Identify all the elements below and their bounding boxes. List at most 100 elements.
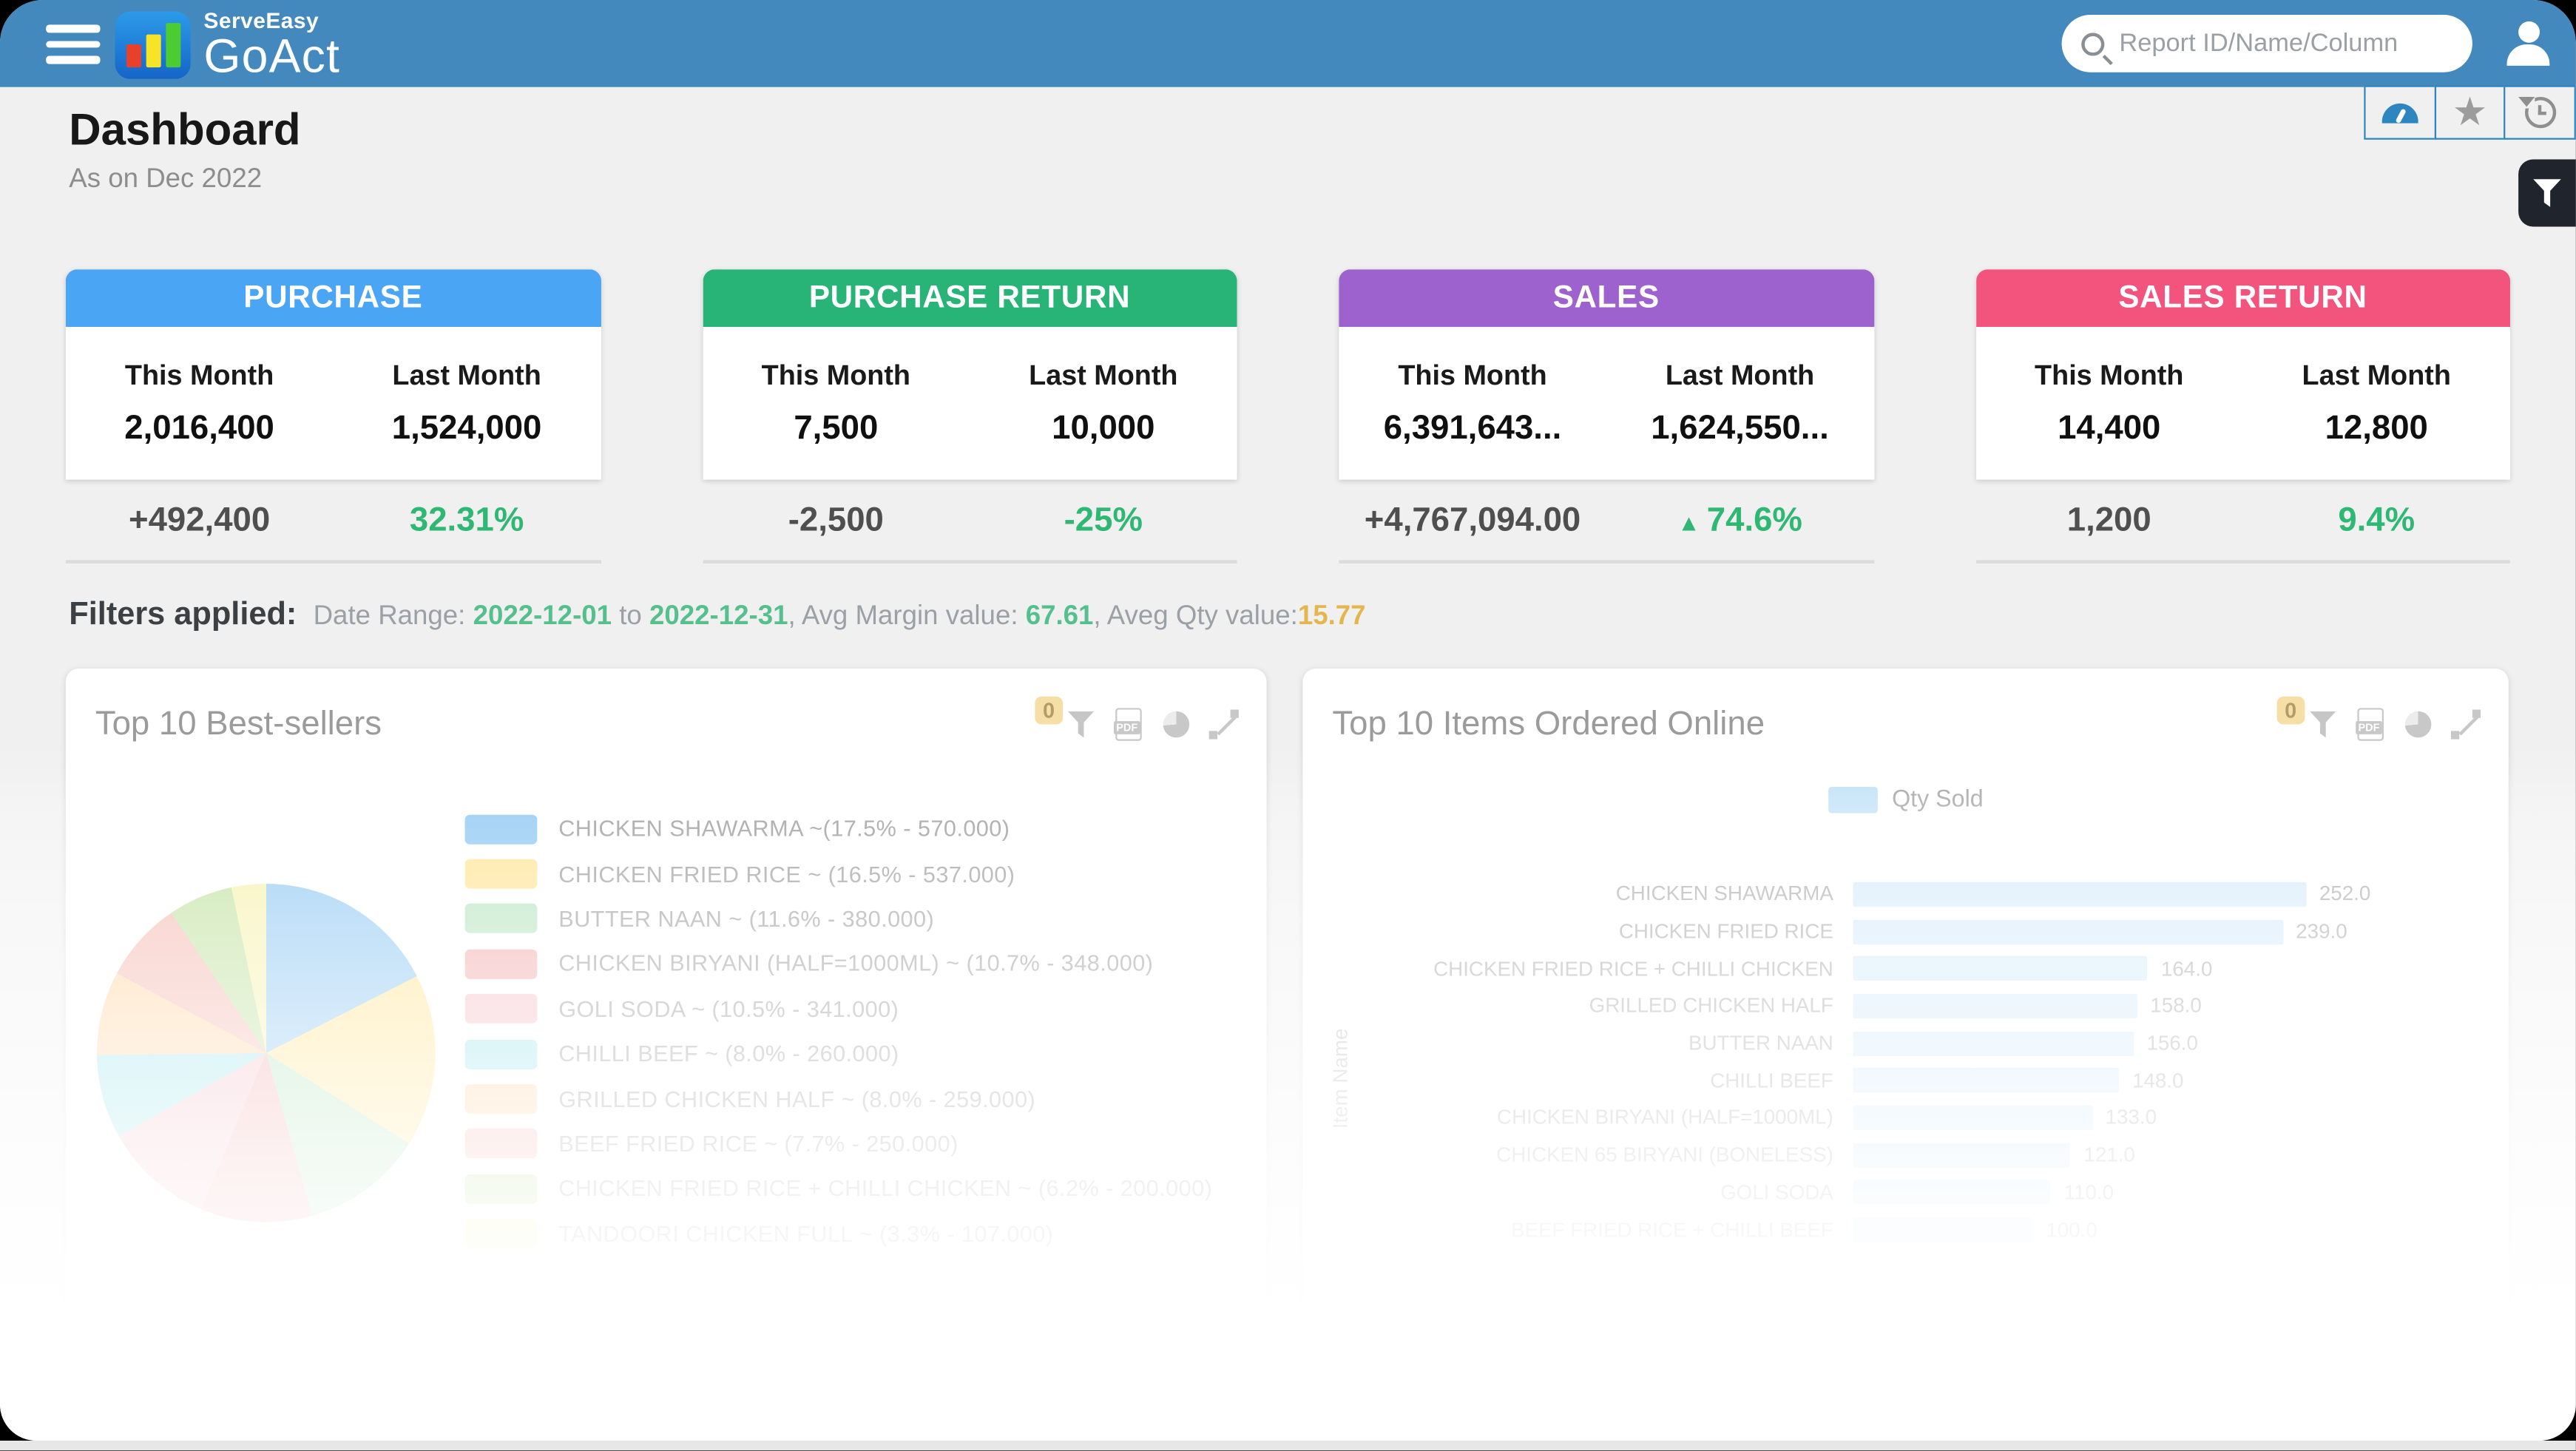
pie-legend-item[interactable]: CHICKEN FRIED RICE + CHILLI CHICKEN ~ (6… — [464, 1166, 1213, 1211]
legend-label: Qty Sold — [1892, 786, 1984, 814]
bar — [1853, 1068, 2120, 1093]
pie-toggle-icon[interactable] — [2404, 711, 2432, 738]
pie-legend-item[interactable]: TANDOORI CHICKEN FULL ~ (3.3% - 107.000) — [464, 1211, 1213, 1256]
legend-label: CHICKEN FRIED RICE ~ (16.5% - 537.000) — [558, 862, 1015, 887]
pie-legend-item[interactable]: CHICKEN SHAWARMA ~(17.5% - 570.000) — [464, 807, 1213, 852]
bar-category-label: CHICKEN BIRYANI (HALF=1000ML) — [1496, 1106, 1833, 1130]
bar-row: CHICKEN FRIED RICE + CHILLI CHICKEN 164.… — [1302, 950, 2508, 987]
panel-filter-icon[interactable] — [2310, 711, 2336, 738]
bar-category-label: CHILLI BEEF — [1710, 1069, 1833, 1092]
brand-logo: ServeEasy GoAct — [115, 10, 340, 81]
bar-chart-legend[interactable]: Qty Sold — [1302, 786, 2508, 814]
history-icon — [2517, 93, 2556, 129]
best-sellers-pie-chart — [97, 884, 436, 1222]
pdf-export-icon[interactable]: PDF — [2356, 708, 2384, 741]
bar-row: BEEF FRIED RICE + CHILLI BEEF 100.0 — [1302, 1211, 2508, 1248]
pie-legend-item[interactable]: CHICKEN BIRYANI (HALF=1000ML) ~ (10.7% -… — [464, 941, 1213, 987]
pie-legend-item[interactable]: GRILLED CHICKEN HALF ~ (8.0% - 259.000) — [464, 1077, 1213, 1122]
legend-swatch — [464, 904, 538, 934]
report-search — [2061, 14, 2472, 72]
bar-row: GRILLED CHICKEN HALF 158.0 — [1302, 987, 2508, 1024]
legend-swatch — [464, 1084, 538, 1115]
bar-value-label: 121.0 — [2083, 1143, 2135, 1167]
bar-category-label: BUTTER NAAN — [1688, 1032, 1833, 1055]
kpi-this-month-label: This Month — [124, 359, 274, 390]
bar — [1853, 1031, 2134, 1056]
legend-label: TANDOORI CHICKEN FULL ~ (3.3% - 107.000) — [558, 1221, 1054, 1247]
pie-legend-item[interactable]: BUTTER NAAN ~ (11.6% - 380.000) — [464, 896, 1213, 941]
brand-logo-icon — [115, 12, 191, 80]
legend-label: CHILLI BEEF ~ (8.0% - 260.000) — [558, 1041, 899, 1066]
filters-applied-text: Date Range: 2022-12-01 to 2022-12-31, Av… — [313, 601, 1366, 631]
legend-swatch — [464, 1174, 538, 1204]
panel-filter-icon[interactable] — [1067, 711, 1095, 738]
pdf-export-icon[interactable]: PDF — [1113, 708, 1142, 741]
history-button[interactable] — [2504, 85, 2576, 140]
filters-applied-label: Filters applied: — [69, 596, 297, 633]
kpi-card-row: PURCHASE This Month 2,016,400 Last Month… — [0, 269, 2576, 564]
page-title: Dashboard — [69, 105, 301, 155]
brand-name-bottom: GoAct — [203, 30, 340, 84]
kpi-percent-value: ▲ 74.6% — [1677, 500, 1802, 538]
bar-row: CHICKEN SHAWARMA 252.0 — [1302, 876, 2508, 913]
kpi-last-month-label: Last Month — [392, 359, 541, 390]
kpi-last-month-label: Last Month — [2302, 359, 2451, 390]
bar-value-label: 239.0 — [2296, 919, 2347, 944]
legend-label: CHICKEN BIRYANI (HALF=1000ML) ~ (10.7% -… — [558, 951, 1154, 977]
bar — [1853, 919, 2283, 944]
dashboard-gauge-button[interactable] — [2364, 85, 2437, 140]
app-header: ServeEasy GoAct — [0, 0, 2576, 87]
gauge-icon — [2381, 102, 2418, 123]
bar-category-label: CHICKEN FRIED RICE — [1618, 919, 1833, 944]
legend-label: CHICKEN SHAWARMA ~(17.5% - 570.000) — [558, 816, 1010, 842]
expand-icon[interactable] — [2451, 709, 2481, 740]
expand-icon[interactable] — [1208, 709, 1239, 740]
kpi-separator — [1975, 560, 2510, 564]
favorites-star-button[interactable]: ★ — [2433, 85, 2506, 140]
user-avatar-icon[interactable] — [2504, 18, 2553, 67]
kpi-this-month-label: This Month — [1398, 359, 1547, 390]
bar-row: CHICKEN BIRYANI (HALF=1000ML) 133.0 — [1302, 1099, 2508, 1136]
bar-category-label: CHICKEN 65 BIRYANI (BONELESS) — [1496, 1143, 1833, 1167]
kpi-this-month-label: This Month — [761, 359, 910, 390]
kpi-this-month-value: 6,391,643... — [1383, 407, 1562, 447]
bar-value-label: 133.0 — [2105, 1106, 2157, 1130]
bar-category-label: CHICKEN SHAWARMA — [1615, 882, 1833, 906]
filter-funnel-icon — [2533, 179, 2561, 207]
pie-legend-item[interactable]: CHICKEN FRIED RICE ~ (16.5% - 537.000) — [464, 851, 1213, 896]
kpi-delta-value: 1,200 — [2066, 500, 2151, 538]
kpi-percent-value: 9.4% — [2338, 500, 2416, 538]
legend-swatch — [464, 814, 538, 845]
bar-row: GOLI SODA 110.0 — [1302, 1174, 2508, 1211]
kpi-last-month-value: 12,800 — [2325, 407, 2428, 447]
kpi-card-title: SALES RETURN — [1975, 269, 2510, 328]
pie-legend-item[interactable]: CHILLI BEEF ~ (8.0% - 260.000) — [464, 1032, 1213, 1077]
kpi-last-month-value: 1,624,550... — [1651, 407, 1829, 447]
best-sellers-panel: Top 10 Best-sellers 0 PDF CHICKEN SHAWAR… — [65, 669, 1267, 1395]
hamburger-menu-icon[interactable] — [46, 24, 101, 64]
pie-legend-item[interactable]: GOLI SODA ~ (10.5% - 341.000) — [464, 987, 1213, 1032]
kpi-card: SALES RETURN This Month 14,400 Last Mont… — [1975, 269, 2510, 564]
kpi-last-month-label: Last Month — [1665, 359, 1815, 390]
kpi-delta-value: -2,500 — [788, 500, 884, 538]
page-subtitle: As on Dec 2022 — [69, 164, 263, 195]
bar — [1853, 1105, 2092, 1131]
kpi-card: PURCHASE RETURN This Month 7,500 Last Mo… — [702, 269, 1237, 564]
pie-legend-item[interactable]: BEEF FRIED RICE ~ (7.7% - 250.000) — [464, 1121, 1213, 1166]
pie-toggle-icon[interactable] — [1163, 711, 1190, 738]
bar-value-label: 156.0 — [2146, 1032, 2198, 1055]
bar — [1853, 956, 2149, 981]
bar-value-label: 110.0 — [2063, 1180, 2114, 1204]
global-filter-button[interactable] — [2518, 159, 2576, 227]
bar-row: CHICKEN 65 BIRYANI (BONELESS) 121.0 — [1302, 1137, 2508, 1174]
bar — [1853, 1143, 2071, 1168]
legend-label: GOLI SODA ~ (10.5% - 341.000) — [558, 996, 899, 1022]
ordered-online-bar-chart: CHICKEN SHAWARMA 252.0 CHICKEN FRIED RIC… — [1302, 876, 2508, 1248]
quick-actions: ★ — [2364, 85, 2576, 140]
legend-swatch — [464, 859, 538, 889]
kpi-percent-value: 32.31% — [409, 500, 524, 538]
bar-value-label: 100.0 — [2046, 1218, 2097, 1242]
search-input[interactable] — [2119, 28, 2453, 58]
kpi-last-month-value: 1,524,000 — [391, 407, 542, 447]
